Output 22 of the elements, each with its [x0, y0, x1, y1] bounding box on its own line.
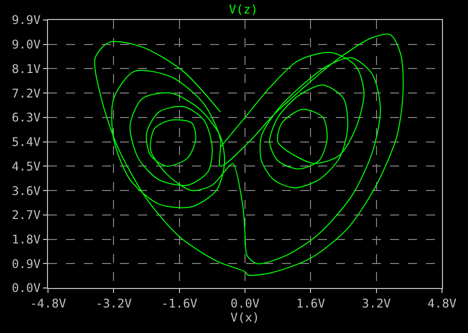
x-axis-title: V(x)	[230, 310, 260, 324]
line-series	[94, 34, 404, 276]
y-tick-label: 8.1V	[12, 62, 41, 76]
x-tick-label: 0.0V	[230, 296, 260, 310]
y-tick-label: 1.8V	[12, 232, 41, 246]
y-tick-label: 9.0V	[12, 38, 41, 52]
y-tick-label: 4.5V	[12, 159, 41, 174]
y-tick-label: 9.9V	[12, 13, 41, 28]
y-tick-label: 2.7V	[12, 208, 41, 222]
chart-title: V(z)	[228, 2, 258, 16]
x-tick-label: 3.2V	[362, 296, 391, 310]
x-tick-label: -1.6V	[161, 296, 198, 310]
x-tick-label: -3.2V	[96, 296, 132, 310]
y-tick-label: 3.6V	[12, 184, 41, 198]
y-tick-label: 0.9V	[12, 256, 41, 271]
y-tick-label: 7.2V	[12, 86, 41, 100]
x-tick-label: 4.8V	[428, 296, 456, 310]
y-tick-label: 6.3V	[12, 110, 41, 125]
x-tick-label: 1.6V	[296, 296, 326, 310]
x-tick-label: -4.8V	[30, 296, 66, 310]
y-tick-label: 5.4V	[12, 135, 41, 150]
y-tick-label: 0.0V	[12, 281, 41, 296]
